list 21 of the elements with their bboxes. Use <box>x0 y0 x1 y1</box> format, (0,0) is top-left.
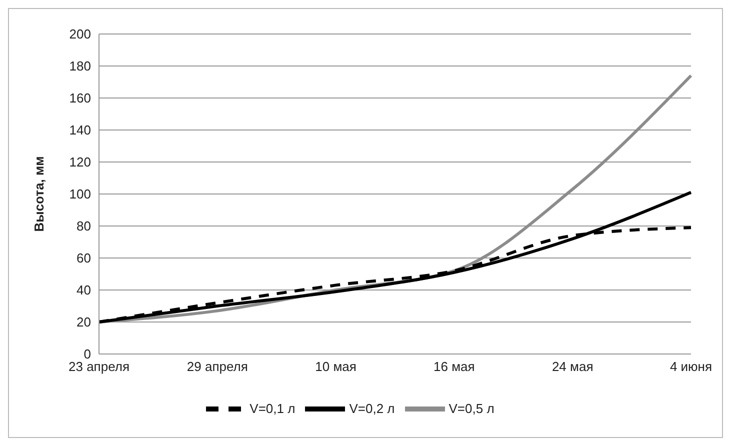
y-tick-label: 180 <box>69 58 91 74</box>
y-tick-label: 140 <box>69 122 91 138</box>
x-tick-label: 4 июня <box>670 359 712 374</box>
y-tick-label: 160 <box>69 90 91 106</box>
x-tick-label: 24 мая <box>552 359 594 374</box>
y-tick-label: 40 <box>76 282 91 298</box>
y-tick-label: 200 <box>69 26 91 42</box>
y-tick-label: 80 <box>76 218 91 234</box>
legend-label: V=0,5 л <box>448 401 494 416</box>
y-axis-title: Высота, мм <box>32 156 47 232</box>
y-tick-label: 120 <box>69 154 91 170</box>
x-tick-label: 29 апреля <box>186 359 248 374</box>
x-tick-label: 16 мая <box>434 359 475 374</box>
y-tick-label: 60 <box>76 250 91 266</box>
x-tick-label: 23 апреля <box>68 359 130 374</box>
y-tick-label: 100 <box>69 186 91 202</box>
y-tick-label: 20 <box>76 314 91 330</box>
y-tick-label: 0 <box>84 346 91 362</box>
legend-label: V=0,2 л <box>349 401 395 416</box>
x-tick-label: 10 мая <box>315 359 356 374</box>
legend-label: V=0,1 л <box>250 401 296 416</box>
